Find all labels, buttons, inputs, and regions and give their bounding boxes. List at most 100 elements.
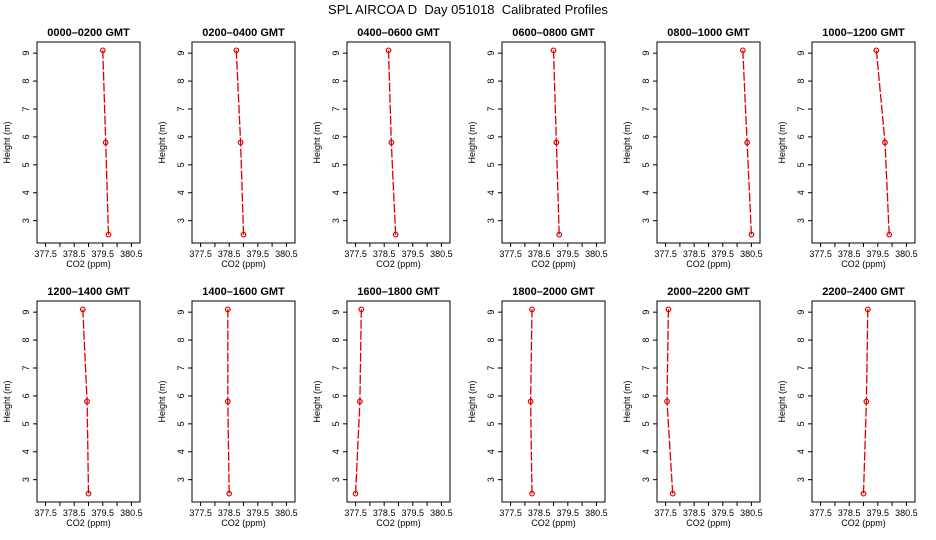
data-point <box>240 231 247 238</box>
y-tick-label: 7 <box>331 365 341 370</box>
y-axis-label: Height (m) <box>2 121 12 163</box>
y-tick-label: 4 <box>176 449 186 454</box>
y-tick-label: 7 <box>796 106 806 111</box>
x-tick-label: 380.5 <box>585 249 608 259</box>
x-tick-label: 380.5 <box>895 508 918 518</box>
y-tick-label: 4 <box>641 190 651 195</box>
x-tick-label: 377.5 <box>809 249 832 259</box>
y-tick-label: 4 <box>331 449 341 454</box>
y-tick-label: 6 <box>176 134 186 139</box>
data-point <box>224 306 231 313</box>
y-axis-label: Height (m) <box>777 121 787 163</box>
panel-title: 0200–0400 GMT <box>202 27 285 39</box>
y-tick-label: 6 <box>176 393 186 398</box>
x-axis-label: CO2 (ppm) <box>66 518 111 528</box>
profile-line <box>875 50 890 235</box>
y-axis-label: Height (m) <box>467 121 477 163</box>
x-tick-label: 377.5 <box>654 249 677 259</box>
x-tick-label: 380.5 <box>275 508 298 518</box>
y-tick-label: 5 <box>331 162 341 167</box>
profile-line <box>354 309 362 494</box>
y-tick-label: 9 <box>21 51 31 56</box>
y-tick-label: 6 <box>486 393 496 398</box>
y-tick-label: 4 <box>21 449 31 454</box>
data-point <box>863 398 870 405</box>
y-tick-label: 5 <box>21 162 31 167</box>
y-tick-label: 6 <box>486 134 496 139</box>
y-axis-label: Height (m) <box>622 121 632 163</box>
x-tick-label: 379.5 <box>402 249 425 259</box>
y-tick-label: 3 <box>486 218 496 223</box>
data-point <box>550 47 557 54</box>
y-tick-label: 6 <box>331 393 341 398</box>
y-axis-label: Height (m) <box>157 121 167 163</box>
y-tick-label: 6 <box>21 134 31 139</box>
y-tick-label: 5 <box>641 162 651 167</box>
data-point <box>664 398 670 405</box>
x-tick-label: 378.5 <box>528 508 551 518</box>
plot-frame <box>191 300 296 503</box>
x-tick-label: 379.5 <box>712 508 735 518</box>
y-tick-label: 9 <box>176 51 186 56</box>
y-tick-label: 5 <box>641 421 651 426</box>
profile-line <box>552 50 560 235</box>
x-tick-label: 379.5 <box>867 508 890 518</box>
x-axis-label: CO2 (ppm) <box>841 518 886 528</box>
panel-title: 1800–2000 GMT <box>512 286 595 298</box>
x-axis-label: CO2 (ppm) <box>221 259 266 269</box>
panel-title: 0800–1000 GMT <box>667 27 750 39</box>
data-point <box>352 490 359 497</box>
data-point <box>860 490 867 497</box>
x-tick-label: 379.5 <box>867 249 890 259</box>
x-tick-label: 377.5 <box>499 249 522 259</box>
data-point <box>99 47 106 54</box>
x-tick-label: 377.5 <box>189 508 212 518</box>
y-axis-label: Height (m) <box>622 380 632 422</box>
data-point <box>385 47 392 54</box>
y-tick-label: 6 <box>796 393 806 398</box>
x-tick-label: 377.5 <box>344 508 367 518</box>
y-tick-label: 4 <box>331 190 341 195</box>
y-tick-label: 9 <box>331 310 341 315</box>
data-point <box>237 139 244 146</box>
profile-line <box>742 50 753 235</box>
panel-title: 0400–0600 GMT <box>357 27 440 39</box>
y-tick-label: 9 <box>641 51 651 56</box>
x-tick-label: 378.5 <box>63 508 86 518</box>
plot-panel-11: 2200–2400 GMT 377.5 378.5 379.5 380.5 CO2 (pp… <box>777 286 918 528</box>
y-tick-label: 5 <box>796 421 806 426</box>
plot-panel-1: 0200–0400 GMT 377.5 378.5 379.5 380.5 CO2 (pp… <box>157 27 298 269</box>
plot-frame <box>656 300 761 503</box>
plot-panel-6: 1200–1400 GMT 377.5 378.5 379.5 380.5 CO2 (pp… <box>2 286 143 528</box>
y-tick-label: 9 <box>641 310 651 315</box>
x-axis-label: CO2 (ppm) <box>686 518 731 528</box>
profile-line <box>529 309 533 494</box>
data-point <box>873 47 880 54</box>
y-tick-label: 7 <box>176 106 186 111</box>
y-tick-label: 4 <box>176 190 186 195</box>
x-tick-label: 378.5 <box>838 249 861 259</box>
y-tick-label: 3 <box>641 477 651 482</box>
data-point <box>529 490 535 497</box>
y-tick-label: 9 <box>486 51 496 56</box>
x-tick-label: 377.5 <box>654 508 677 518</box>
y-tick-label: 4 <box>21 190 31 195</box>
profile-line <box>82 309 90 494</box>
data-point <box>388 139 395 146</box>
x-tick-label: 377.5 <box>34 508 57 518</box>
y-tick-label: 4 <box>796 449 806 454</box>
y-tick-label: 3 <box>486 477 496 482</box>
panel-title: 1000–1200 GMT <box>822 27 905 39</box>
y-tick-label: 8 <box>176 338 186 343</box>
plot-frame <box>811 41 916 244</box>
data-point <box>102 139 109 146</box>
x-axis-label: CO2 (ppm) <box>66 259 111 269</box>
y-tick-label: 6 <box>21 393 31 398</box>
x-tick-label: 379.5 <box>712 249 735 259</box>
panel-title: 0000–0200 GMT <box>47 27 130 39</box>
y-tick-label: 7 <box>21 106 31 111</box>
x-tick-label: 378.5 <box>683 508 706 518</box>
x-tick-label: 380.5 <box>740 249 763 259</box>
panel-title: 2200–2400 GMT <box>822 286 905 298</box>
x-tick-label: 378.5 <box>218 508 241 518</box>
